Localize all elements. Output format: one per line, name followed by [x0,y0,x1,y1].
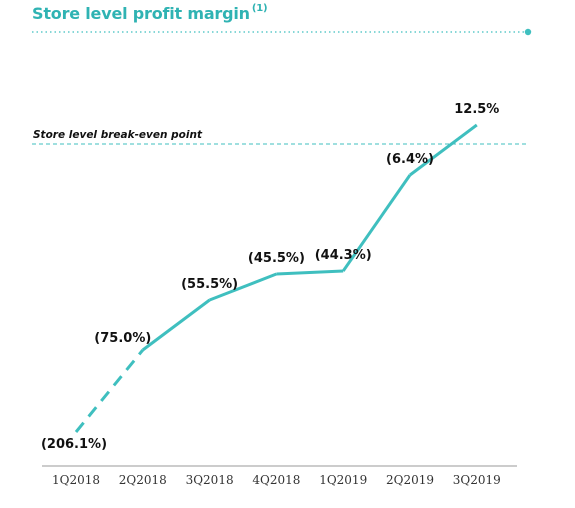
line-segment [74,349,144,433]
x-tick-label: 4Q2018 [252,473,300,487]
data-label: (206.1%) [41,437,107,452]
data-label: (44.3%) [315,248,372,263]
data-label: 12.5% [454,102,499,117]
x-tick-label: 2Q2019 [386,473,434,487]
x-tick-label: 2Q2018 [119,473,167,487]
x-tick-label: 3Q2019 [453,473,501,487]
data-label: (75.0%) [94,331,151,346]
chart-title: Store level profit margin (1) [32,2,268,23]
chart-title-text: Store level profit margin [32,4,250,23]
x-tick-label: 1Q2018 [52,473,100,487]
x-tick-layer: 1Q2018 2Q2018 3Q2018 4Q2018 1Q2019 2Q2019 3Q20… [52,473,501,487]
line-segment [209,272,277,302]
footnote-marker: (1) [251,2,268,14]
break-even-label: Store level break-even point [33,129,203,141]
data-label: (6.4%) [386,152,434,167]
line-segment [341,174,412,272]
data-label-layer: (206.1%) (75.0%) (55.5%) (45.5%) (44.3%) (6.4… [41,102,499,452]
data-label: (55.5%) [181,277,238,292]
x-tick-label: 3Q2018 [186,473,234,487]
line-segment [409,123,478,177]
x-tick-label: 1Q2019 [319,473,367,487]
data-label: (45.5%) [248,251,305,266]
series-layer [74,123,478,433]
line-segment [141,298,211,352]
title-underline-dot [524,28,532,36]
line-segment [276,269,344,276]
